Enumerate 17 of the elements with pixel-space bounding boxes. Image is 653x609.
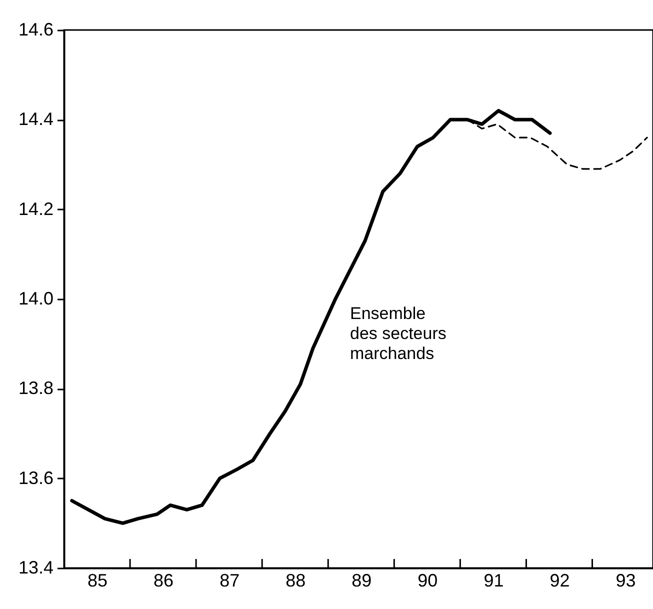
x-tick-label: 86 xyxy=(154,570,174,590)
x-tick-label: 88 xyxy=(286,570,306,590)
x-tick-label: 85 xyxy=(88,570,108,590)
x-tick-label: 89 xyxy=(352,570,372,590)
y-tick-label: 13.6 xyxy=(18,468,54,488)
x-tick-label: 87 xyxy=(220,570,240,590)
y-tick-label: 14.0 xyxy=(18,288,54,308)
y-tick-label: 13.8 xyxy=(18,378,54,398)
y-tick-label: 14.6 xyxy=(18,20,54,40)
x-tick-label: 93 xyxy=(616,570,636,590)
x-tick-label: 90 xyxy=(418,570,438,590)
y-tick-label: 14.2 xyxy=(18,198,54,219)
y-tick-label: 13.4 xyxy=(18,558,54,578)
x-tick-label: 92 xyxy=(550,570,570,590)
series-label: Ensemble des secteurs marchands xyxy=(350,304,446,363)
y-tick-label: 14.4 xyxy=(18,109,54,130)
x-tick-label: 91 xyxy=(484,570,504,590)
